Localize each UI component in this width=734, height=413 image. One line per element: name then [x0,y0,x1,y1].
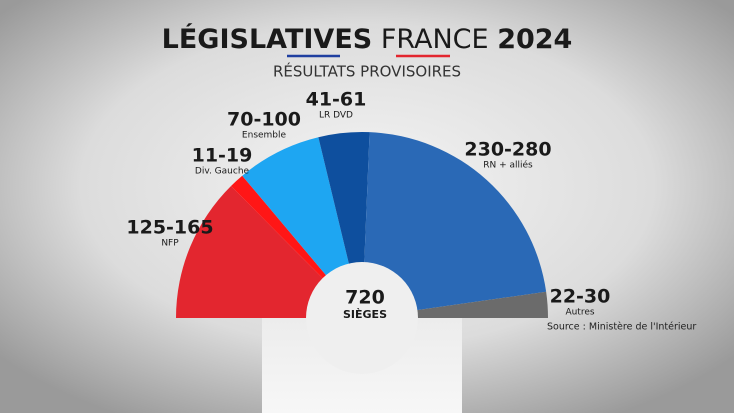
value-label: 230-280 [464,139,551,161]
value-label: 70-100 [227,109,301,131]
category-label: Autres [565,308,594,318]
category-label: Ensemble [242,131,287,141]
category-label: LR DVD [319,111,353,121]
value-label: 125-165 [126,217,213,239]
category-label: Div. Gauche [195,167,250,177]
title-word: FRANCE [381,24,489,55]
title-word: LÉGISLATIVES [162,23,373,55]
chart-title: LÉGISLATIVES FRANCE 2024 [162,23,573,55]
center-label: SIÈGES [343,308,387,321]
subtitle: RÉSULTATS PROVISOIRES [273,62,461,81]
seat-segment [231,175,328,280]
seat-segment [415,291,548,318]
seat-segment [242,137,350,277]
value-label: 11-19 [192,145,253,167]
category-label: RN + alliés [483,160,533,171]
title-word: 2024 [497,24,572,55]
seat-segment [176,185,324,318]
seat-segment [318,132,370,266]
center-hole [306,262,418,374]
center-value: 720 [345,287,385,309]
value-label: 22-30 [550,286,611,308]
seat-segment [364,132,547,311]
hemicycle [176,132,548,374]
value-label: 41-61 [306,89,367,111]
category-label: NFP [161,239,179,249]
source: Source : Ministère de l'Intérieur [547,322,696,333]
